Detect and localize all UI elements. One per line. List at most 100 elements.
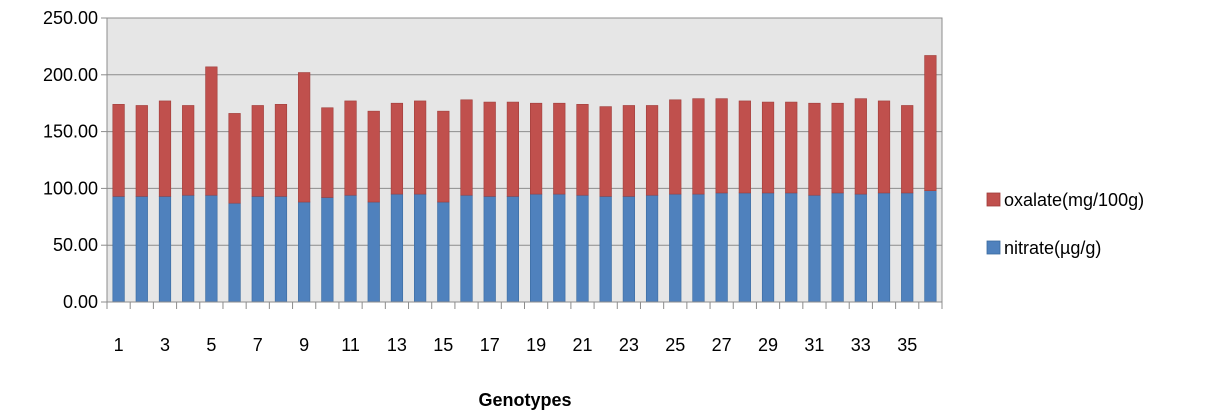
bar-nitrate-29	[761, 192, 775, 303]
x-tick-label: 7	[253, 335, 263, 355]
x-tick-label: 13	[387, 335, 407, 355]
bar-nitrate-5	[205, 194, 218, 303]
bar-nitrate-11	[344, 194, 357, 303]
bar-nitrate-7	[251, 196, 264, 303]
bar-oxalate-36	[924, 55, 937, 191]
bar-nitrate-19	[529, 193, 543, 303]
bar-nitrate-9	[298, 201, 311, 303]
bar-oxalate-31	[808, 102, 821, 196]
bar-oxalate-3	[158, 100, 172, 197]
bar-nitrate-30	[785, 192, 798, 303]
bar-nitrate-28	[738, 192, 751, 303]
x-tick-label: 1	[114, 335, 124, 355]
bar-oxalate-23	[622, 105, 635, 197]
x-tick-label: 15	[433, 335, 453, 355]
bar-nitrate-4	[182, 194, 195, 303]
bar-nitrate-22	[599, 196, 612, 303]
bar-nitrate-12	[367, 201, 380, 303]
x-tick-label: 17	[480, 335, 500, 355]
bar-oxalate-14	[414, 100, 427, 195]
bar-nitrate-21	[576, 194, 589, 303]
legend-swatch	[986, 240, 1001, 255]
bar-nitrate-3	[158, 196, 172, 303]
bar-nitrate-15	[437, 201, 450, 303]
x-tick-label: 3	[160, 335, 170, 355]
bar-nitrate-33	[854, 193, 867, 303]
bar-oxalate-11	[344, 100, 357, 196]
bar-nitrate-18	[506, 196, 520, 303]
legend: oxalate(mg/100g) nitrate(µg/g)	[986, 190, 1144, 258]
bar-nitrate-16	[460, 194, 473, 303]
x-tick-label: 27	[712, 335, 732, 355]
bar-nitrate-1	[112, 196, 125, 303]
bar-nitrate-2	[135, 196, 148, 303]
bar-oxalate-6	[228, 113, 241, 204]
legend-label: oxalate(mg/100g)	[1004, 190, 1144, 210]
x-tick-labels: 1 3 5 7 9 11 13 15 17 19 21 23 25 27 29 31 33 35	[114, 335, 918, 355]
x-tick-label: 25	[665, 335, 685, 355]
y-tick-label: 200.00	[43, 65, 98, 85]
bar-oxalate-15	[437, 110, 450, 203]
x-tick-label: 5	[206, 335, 216, 355]
bar-nitrate-27	[715, 192, 728, 303]
bar-oxalate-35	[901, 105, 914, 194]
bar-nitrate-26	[692, 193, 705, 303]
bars	[112, 55, 937, 303]
x-tick-label: 31	[804, 335, 824, 355]
bar-oxalate-7	[251, 105, 264, 197]
bar-nitrate-6	[228, 202, 241, 303]
bar-nitrate-20	[553, 193, 566, 303]
bar-nitrate-17	[483, 196, 496, 303]
bar-nitrate-8	[274, 196, 288, 303]
x-tick-label: 33	[851, 335, 871, 355]
bar-oxalate-21	[576, 104, 589, 196]
gridlines	[101, 17, 942, 303]
bar-nitrate-34	[877, 192, 891, 303]
bar-nitrate-13	[390, 193, 404, 303]
bar-oxalate-28	[738, 100, 751, 194]
legend-label: nitrate(µg/g)	[1004, 238, 1101, 258]
bar-oxalate-24	[645, 105, 659, 196]
bar-oxalate-12	[367, 110, 380, 203]
x-tick-label: 23	[619, 335, 639, 355]
bar-nitrate-31	[808, 194, 821, 303]
y-tick-label: 250.00	[43, 8, 98, 28]
y-tick-labels: 0.00 50.00 100.00 150.00 200.00 250.00	[43, 8, 98, 312]
bar-oxalate-9	[298, 72, 311, 203]
bar-oxalate-30	[785, 101, 798, 194]
bar-oxalate-34	[877, 100, 891, 194]
bar-nitrate-24	[645, 194, 659, 303]
x-tick-label: 9	[299, 335, 309, 355]
x-axis-title: Genotypes	[478, 390, 571, 410]
bar-oxalate-2	[135, 105, 148, 197]
y-tick-label: 150.00	[43, 122, 98, 142]
legend-swatch	[986, 192, 1001, 207]
bar-oxalate-5	[205, 66, 218, 196]
bar-oxalate-10	[321, 107, 334, 198]
bar-nitrate-35	[901, 192, 914, 303]
bar-oxalate-32	[831, 102, 844, 194]
bar-oxalate-22	[599, 106, 612, 197]
bar-nitrate-32	[831, 192, 844, 303]
plot-area	[106, 17, 943, 303]
plot-background	[106, 17, 943, 303]
bar-oxalate-1	[112, 104, 125, 197]
bar-oxalate-18	[506, 101, 520, 197]
bar-oxalate-19	[529, 102, 543, 195]
bar-nitrate-14	[414, 193, 427, 303]
bar-oxalate-20	[553, 102, 566, 195]
x-tick-label: 19	[526, 335, 546, 355]
bar-oxalate-27	[715, 98, 728, 194]
bar-oxalate-8	[274, 104, 288, 197]
x-tick-label: 21	[572, 335, 592, 355]
bar-oxalate-26	[692, 98, 705, 195]
x-tick-label: 11	[341, 335, 360, 355]
y-tick-label: 100.00	[43, 178, 98, 198]
bar-nitrate-23	[622, 196, 635, 303]
bar-oxalate-13	[390, 102, 404, 195]
y-tick-label: 50.00	[53, 235, 98, 255]
bar-oxalate-25	[669, 99, 682, 195]
bar-oxalate-29	[761, 101, 775, 194]
bar-oxalate-4	[182, 105, 195, 196]
